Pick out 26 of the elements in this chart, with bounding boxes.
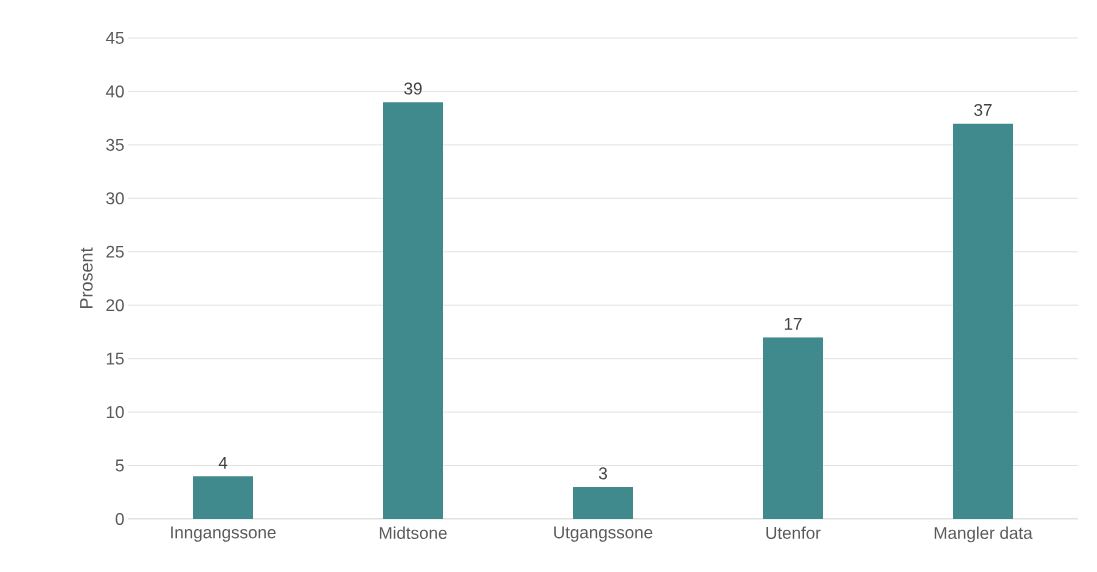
data-label: 4 (218, 457, 228, 469)
data-label: 3 (598, 467, 607, 480)
y-tick-label: 35 (106, 138, 124, 151)
x-tick-label: Mangler data (934, 526, 1033, 543)
x-tick-label: Midtsone (379, 526, 447, 540)
y-tick-label: 40 (105, 85, 124, 98)
y-tick-label: 5 (115, 459, 124, 472)
bar (953, 123, 1013, 519)
bar (193, 476, 254, 519)
y-tick-label: 45 (105, 32, 124, 44)
bar (383, 102, 444, 519)
y-axis-title: Prosent (80, 247, 93, 309)
y-tick-label: 10 (106, 406, 124, 419)
x-tick-label: Utgangssone (554, 526, 653, 542)
x-tick-label: Inngangssone (171, 526, 276, 542)
x-tick-label: Utenfor (766, 526, 821, 539)
bar (763, 337, 823, 519)
y-tick-label: 15 (106, 352, 124, 365)
bar (573, 486, 633, 519)
data-label: 39 (404, 82, 422, 95)
y-tick-label: 0 (115, 512, 124, 526)
y-tick-label: 20 (106, 299, 124, 312)
data-label: 17 (784, 318, 802, 330)
y-tick-label: 30 (106, 192, 124, 205)
data-label: 37 (974, 103, 992, 116)
y-tick-label: 25 (106, 245, 124, 258)
